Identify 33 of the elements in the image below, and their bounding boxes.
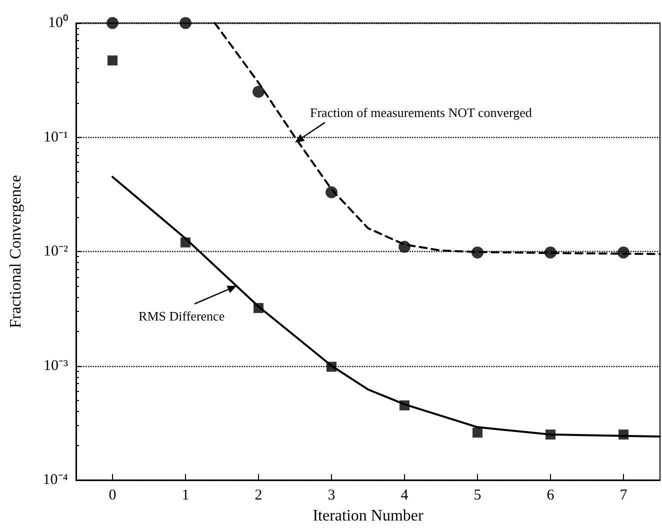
x-tick-label: 5: [474, 488, 482, 504]
x-tick-label: 3: [328, 488, 336, 504]
point: [618, 430, 628, 440]
point: [180, 17, 192, 29]
y-tick-label: 10⁰: [48, 14, 68, 31]
x-tick-label: 1: [182, 488, 190, 504]
x-tick-label: 2: [254, 488, 262, 504]
y-axis-title: Fractional Convergence: [8, 175, 24, 328]
point: [546, 430, 556, 440]
x-tick-label: 0: [108, 488, 116, 504]
x-tick-label: 4: [400, 488, 409, 504]
point: [400, 400, 410, 410]
annotation: Fraction of measurements NOT converged: [310, 104, 532, 120]
y-tick-label: 10⁻⁴: [42, 472, 68, 488]
y-tick-label: 10⁻³: [44, 358, 68, 374]
point: [472, 246, 484, 258]
point: [472, 428, 482, 438]
point: [106, 17, 118, 29]
point: [544, 246, 556, 258]
point: [398, 240, 410, 253]
point: [180, 237, 190, 248]
point: [108, 55, 118, 66]
point: [326, 362, 336, 372]
y-tick-label: 10⁻²: [44, 244, 68, 260]
point: [254, 303, 264, 314]
point: [326, 186, 338, 198]
x-tick-label: 6: [546, 488, 555, 504]
point: [618, 246, 630, 258]
y-tick-label: 10⁻¹: [44, 129, 68, 146]
point: [252, 86, 264, 98]
x-axis-title: Iteration Number: [312, 507, 424, 524]
x-tick-label: 7: [620, 488, 628, 504]
annotation: RMS Difference: [138, 308, 225, 324]
